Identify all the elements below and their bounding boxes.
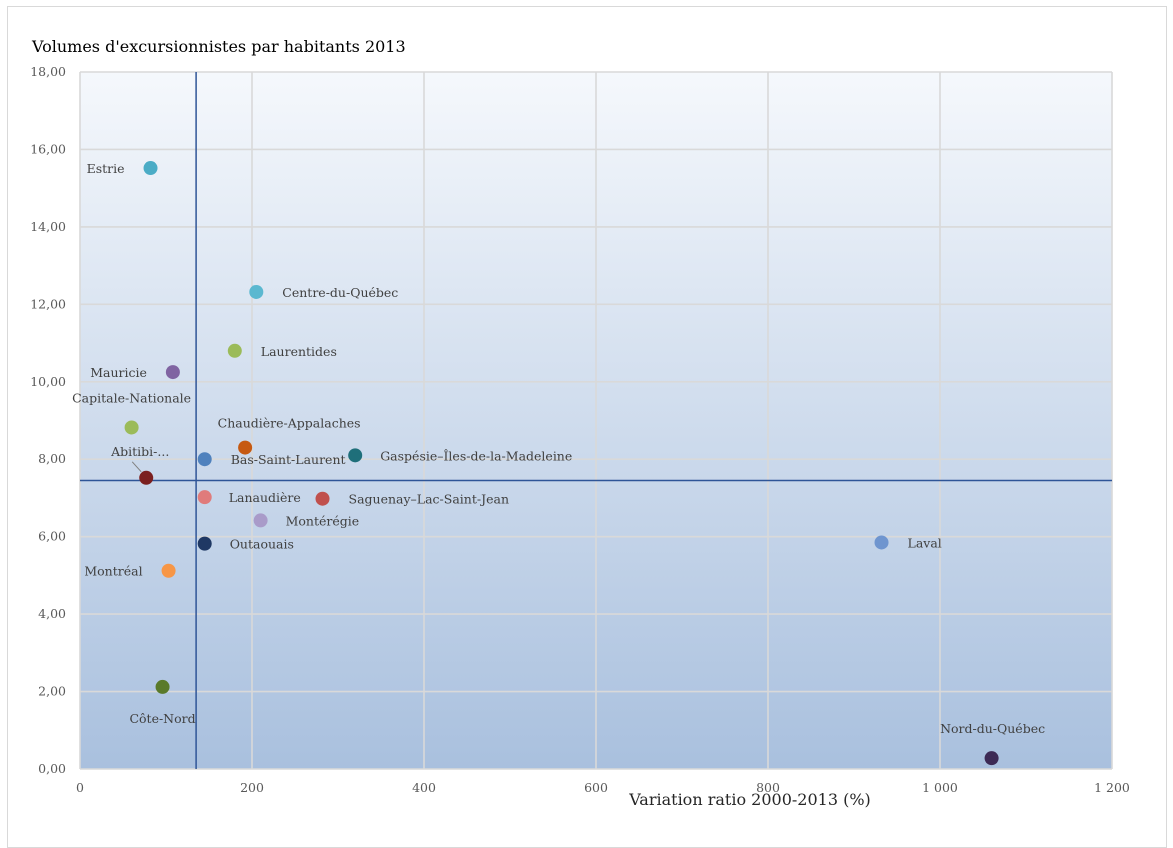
- point-label: Centre-du-Québec: [282, 285, 398, 300]
- point-label: Gaspésie–Îles-de-la-Madeleine: [380, 448, 572, 463]
- y-tick-label: 8,00: [38, 451, 66, 466]
- y-tick-label: 16,00: [30, 141, 66, 156]
- data-point: [139, 470, 154, 485]
- point-label: Montréal: [84, 564, 142, 579]
- y-tick-label: 18,00: [30, 64, 66, 79]
- x-tick-label: 1 200: [1094, 780, 1130, 795]
- data-point: [161, 563, 176, 578]
- data-point: [143, 161, 158, 176]
- y-tick-label: 2,00: [38, 684, 66, 699]
- chart-title: Volumes d'excursionnistes par habitants …: [31, 37, 406, 56]
- y-tick-label: 14,00: [30, 219, 66, 234]
- data-point: [124, 420, 139, 435]
- point-label: Bas-Saint-Laurent: [231, 452, 346, 467]
- y-axis-ticks: 0,00 2,00 4,00 6,00 8,00 10,00 12,00 14,00 16,00…: [30, 64, 66, 776]
- point-label: Outaouais: [230, 537, 294, 552]
- gridlines: [79, 71, 1113, 770]
- x-tick-label: 800: [756, 780, 780, 795]
- data-point: [227, 343, 242, 358]
- point-label: Mauricie: [90, 365, 147, 380]
- data-point: [197, 490, 212, 505]
- data-point: [155, 679, 170, 694]
- data-point: [238, 440, 253, 455]
- point-label: Saguenay–Lac-Saint-Jean: [349, 492, 509, 507]
- point-label: Lanaudière: [229, 490, 301, 505]
- x-axis-ticks: 0 200 400 600 800 1 000 1 200: [76, 780, 1130, 795]
- point-label: Capitale-Nationale: [72, 390, 191, 405]
- y-tick-label: 4,00: [38, 606, 66, 621]
- data-labels: Estrie Centre-du-Québec Laurentides Maurici…: [72, 161, 1045, 736]
- point-label: Côte-Nord: [129, 711, 195, 726]
- x-tick-label: 0: [76, 780, 84, 795]
- y-tick-label: 0,00: [38, 761, 66, 776]
- data-point: [874, 535, 889, 550]
- x-tick-label: 200: [240, 780, 264, 795]
- data-points: [124, 161, 999, 766]
- point-label: Abitibi-...: [110, 444, 169, 459]
- label-leader-line: [131, 461, 142, 473]
- data-point: [315, 491, 330, 506]
- x-tick-label: 1 000: [922, 780, 958, 795]
- point-label: Nord-du-Québec: [940, 721, 1045, 736]
- point-label: Estrie: [87, 161, 125, 176]
- x-axis-title: Variation ratio 2000-2013 (%): [628, 790, 871, 809]
- data-point: [249, 284, 264, 299]
- data-point: [253, 513, 268, 528]
- data-point: [197, 536, 212, 551]
- reference-lines: [80, 72, 1112, 769]
- point-label: Chaudière-Appalaches: [218, 416, 361, 431]
- point-label: Montérégie: [286, 513, 360, 528]
- x-tick-label: 600: [584, 780, 608, 795]
- y-tick-label: 6,00: [38, 529, 66, 544]
- data-point: [197, 452, 212, 467]
- data-point: [984, 751, 999, 766]
- y-tick-label: 12,00: [30, 296, 66, 311]
- point-label: Laval: [908, 535, 942, 550]
- data-point: [348, 448, 363, 463]
- y-tick-label: 10,00: [30, 374, 66, 389]
- point-label: Laurentides: [261, 344, 337, 359]
- data-point: [165, 365, 180, 380]
- x-tick-label: 400: [412, 780, 436, 795]
